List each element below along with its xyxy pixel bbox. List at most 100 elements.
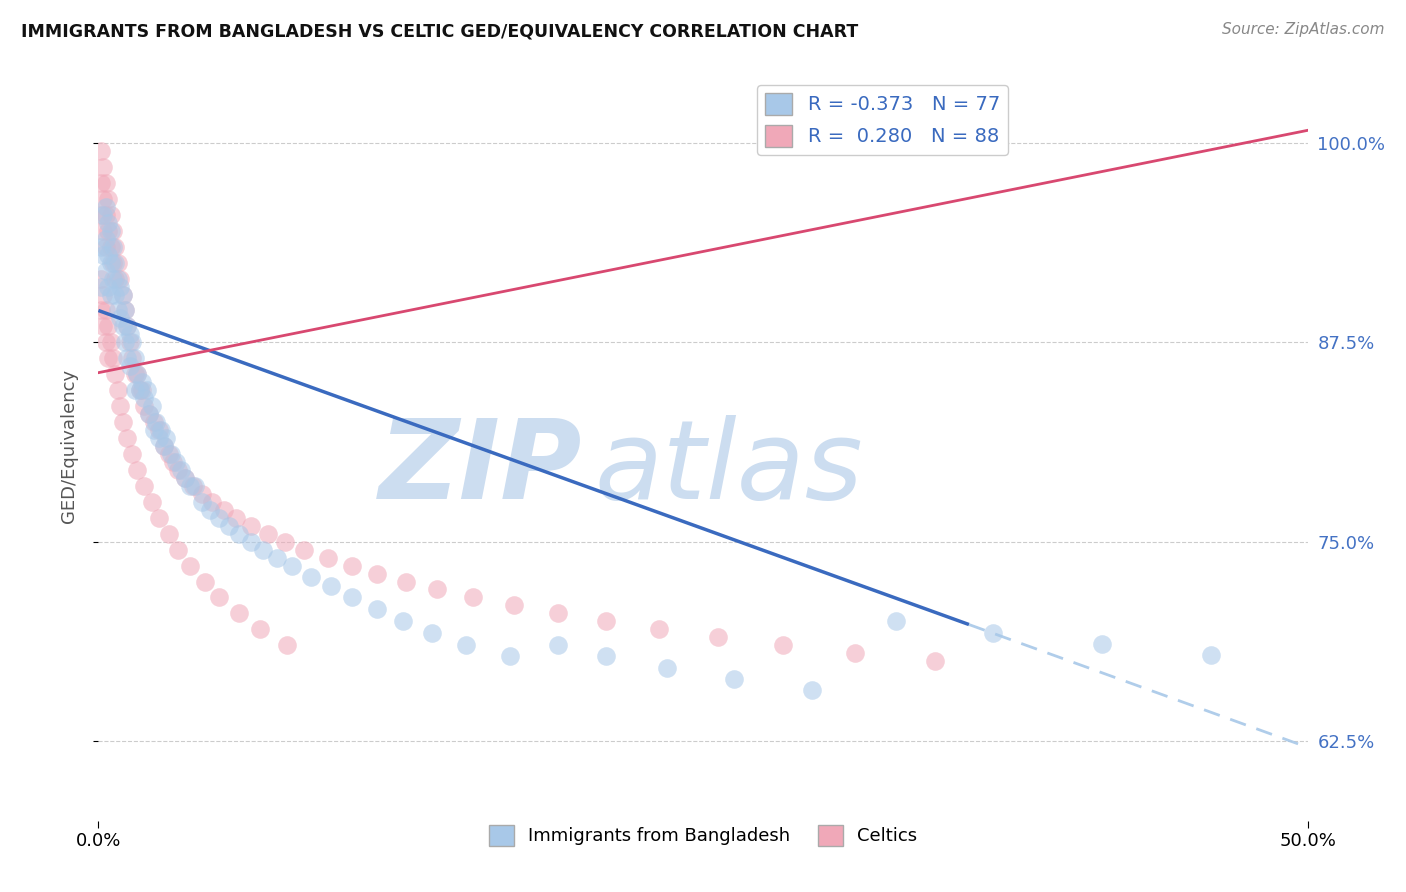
Point bbox=[276, 638, 298, 652]
Point bbox=[117, 319, 139, 334]
Point bbox=[208, 591, 231, 605]
Point bbox=[141, 495, 163, 509]
Point bbox=[117, 319, 139, 334]
Point bbox=[127, 368, 149, 382]
Point bbox=[114, 335, 136, 350]
Point bbox=[319, 579, 342, 593]
Point bbox=[392, 615, 415, 629]
Point bbox=[101, 240, 124, 254]
Point bbox=[167, 542, 190, 557]
Point bbox=[104, 368, 127, 382]
Point bbox=[90, 303, 112, 318]
Point bbox=[90, 208, 112, 222]
Point bbox=[157, 447, 180, 461]
Point bbox=[225, 510, 247, 524]
Point bbox=[342, 558, 364, 573]
Point bbox=[366, 601, 388, 615]
Point bbox=[174, 471, 197, 485]
Point bbox=[108, 399, 131, 413]
Point bbox=[655, 660, 678, 674]
Point bbox=[101, 271, 124, 285]
Point bbox=[239, 518, 262, 533]
Point bbox=[97, 216, 120, 230]
Point bbox=[94, 263, 117, 277]
Point bbox=[498, 649, 520, 664]
Point bbox=[107, 303, 129, 318]
Point bbox=[212, 502, 235, 516]
Point bbox=[104, 271, 127, 285]
Point bbox=[454, 638, 477, 652]
Point bbox=[128, 383, 150, 397]
Point bbox=[100, 255, 122, 269]
Point bbox=[1199, 648, 1222, 662]
Point bbox=[924, 654, 946, 668]
Point bbox=[100, 287, 122, 301]
Point bbox=[256, 526, 278, 541]
Point bbox=[91, 248, 114, 262]
Point bbox=[148, 510, 170, 524]
Point bbox=[148, 431, 170, 445]
Point bbox=[114, 303, 136, 318]
Point bbox=[800, 682, 823, 697]
Point bbox=[101, 224, 124, 238]
Point bbox=[194, 574, 217, 589]
Point bbox=[179, 479, 201, 493]
Point bbox=[111, 415, 134, 429]
Point bbox=[94, 335, 117, 350]
Point bbox=[844, 646, 866, 660]
Point bbox=[108, 279, 131, 293]
Text: IMMIGRANTS FROM BANGLADESH VS CELTIC GED/EQUIVALENCY CORRELATION CHART: IMMIGRANTS FROM BANGLADESH VS CELTIC GED… bbox=[21, 22, 858, 40]
Point bbox=[114, 303, 136, 318]
Point bbox=[118, 335, 141, 350]
Point bbox=[145, 415, 167, 429]
Point bbox=[124, 368, 146, 382]
Point bbox=[134, 399, 156, 413]
Point bbox=[90, 144, 112, 158]
Point bbox=[94, 240, 117, 254]
Point bbox=[97, 279, 120, 293]
Point bbox=[131, 376, 153, 390]
Point bbox=[111, 287, 134, 301]
Point bbox=[94, 208, 117, 222]
Point bbox=[595, 649, 617, 664]
Point bbox=[152, 439, 174, 453]
Point bbox=[91, 319, 114, 334]
Point bbox=[426, 582, 449, 597]
Point bbox=[299, 570, 322, 584]
Point bbox=[108, 311, 131, 326]
Point bbox=[124, 351, 146, 366]
Point bbox=[239, 534, 262, 549]
Point bbox=[100, 240, 122, 254]
Point bbox=[117, 351, 139, 366]
Point bbox=[127, 368, 149, 382]
Point bbox=[160, 447, 183, 461]
Point bbox=[292, 542, 315, 557]
Point bbox=[97, 351, 120, 366]
Point bbox=[111, 319, 134, 334]
Point bbox=[218, 518, 240, 533]
Point bbox=[134, 479, 156, 493]
Point bbox=[94, 303, 117, 318]
Point bbox=[181, 479, 204, 493]
Point bbox=[100, 208, 122, 222]
Point bbox=[886, 615, 908, 629]
Point bbox=[121, 447, 143, 461]
Point bbox=[252, 542, 274, 557]
Point bbox=[165, 455, 187, 469]
Point bbox=[91, 224, 114, 238]
Point bbox=[595, 615, 617, 629]
Point bbox=[150, 423, 173, 437]
Point bbox=[121, 335, 143, 350]
Point bbox=[100, 224, 122, 238]
Point bbox=[503, 599, 526, 613]
Point bbox=[648, 623, 671, 637]
Point bbox=[169, 463, 191, 477]
Point bbox=[94, 176, 117, 190]
Point bbox=[91, 208, 114, 222]
Point bbox=[394, 574, 416, 589]
Point bbox=[463, 591, 485, 605]
Point bbox=[135, 383, 157, 397]
Point bbox=[266, 550, 288, 565]
Point bbox=[138, 407, 160, 421]
Point bbox=[143, 423, 166, 437]
